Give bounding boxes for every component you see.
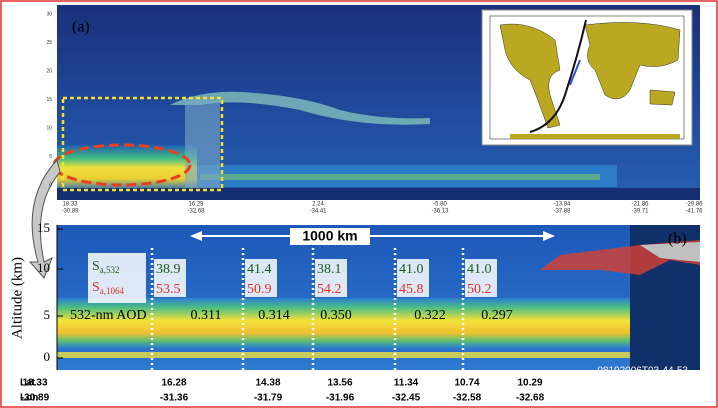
- y-tick-label: 5: [49, 154, 52, 160]
- lon-label: -36.13: [431, 209, 449, 215]
- value-bg: [245, 259, 277, 297]
- land: [584, 22, 681, 100]
- aerosol-layer: [57, 298, 637, 348]
- value-bg: [315, 259, 347, 297]
- sa1064-value: 45.8: [399, 282, 424, 297]
- y-tick-label: 10: [37, 260, 50, 275]
- legend-box: [88, 253, 146, 303]
- lon-value: -31.96: [326, 393, 355, 404]
- sa532-value: 41.4: [247, 262, 272, 277]
- aod-value: 0.322: [414, 308, 446, 323]
- y-tick-label: 15: [46, 97, 52, 103]
- lon-value: -30.89: [21, 393, 50, 404]
- sa532-value: 41.0: [399, 262, 424, 277]
- sa532-value: 38.1: [317, 262, 342, 277]
- sa1064-value: 53.5: [156, 282, 181, 297]
- lat-label: 16.29: [188, 202, 204, 208]
- subscript: a,532: [100, 265, 120, 275]
- y-tick-label: 0: [44, 349, 51, 364]
- sa1064-value: 50.9: [247, 282, 272, 297]
- value-bg: [397, 259, 429, 297]
- profile-markers: [150, 248, 465, 370]
- surface: [57, 352, 637, 358]
- value-bg: [465, 259, 497, 297]
- orbit-segment: [569, 59, 581, 86]
- cloud: [185, 100, 220, 190]
- lat-label: 2.24: [312, 202, 324, 208]
- highlight-box: [61, 96, 224, 192]
- cloud: [170, 91, 430, 125]
- lon-value: -32.58: [453, 393, 482, 404]
- lat-value: 14.38: [255, 378, 280, 389]
- distance-label-bg: [290, 228, 370, 245]
- panel-label: (a): [72, 19, 90, 36]
- lat-value: 13.56: [327, 378, 352, 389]
- distance-label: 1000 km: [302, 228, 357, 244]
- land: [499, 23, 561, 129]
- lon-label: -41.76: [685, 209, 703, 215]
- lat-label: -21.86: [631, 202, 649, 208]
- lat-value: 10.29: [517, 378, 542, 389]
- panel-b-image: [57, 225, 700, 370]
- lon-label: -32.68: [187, 209, 205, 215]
- land: [510, 134, 680, 139]
- symbol: S: [92, 259, 100, 274]
- ground: [57, 188, 700, 200]
- sa-symbol: Sa,1064: [92, 280, 125, 296]
- y-axis-label: Altitude (km): [9, 257, 25, 339]
- timestamp: 08192006T03-44-53: [597, 366, 688, 377]
- lat-label: 18.33: [62, 202, 78, 208]
- cloud: [640, 242, 700, 262]
- lat-value: 16.28: [161, 378, 186, 389]
- lon-value: -31.79: [254, 393, 283, 404]
- layer: [200, 174, 600, 180]
- lat-value: 18.33: [22, 378, 47, 389]
- panel-label: (b): [668, 231, 687, 248]
- sa1064-value: 54.2: [317, 282, 342, 297]
- aod-value: 0.297: [481, 308, 513, 323]
- y-tick-label: 0: [49, 182, 52, 188]
- lat-value: 10.74: [454, 378, 479, 389]
- y-tick-label: 20: [46, 68, 52, 74]
- y-tick-label: 15: [37, 220, 50, 235]
- sa532-value: 41.0: [467, 262, 492, 277]
- lon-label: -39.71: [631, 209, 649, 215]
- aod-value: 0.311: [191, 308, 222, 323]
- aod-value: 0.314: [258, 308, 290, 323]
- y-tick-label: 30: [46, 11, 52, 17]
- y-tick-label: 10: [46, 125, 52, 131]
- lon-label: Lon: [20, 393, 38, 404]
- lon-label: -37.88: [553, 209, 571, 215]
- y-tick-label: 5: [44, 307, 51, 322]
- lat-label: -13.84: [553, 202, 571, 208]
- aod-value: 0.350: [320, 308, 352, 323]
- lon-value: -31.36: [160, 393, 189, 404]
- lat-value: 11.34: [394, 378, 419, 389]
- lon-value: -32.45: [392, 393, 421, 404]
- lat-label: Lat: [20, 378, 36, 389]
- arrow: [28, 158, 61, 279]
- sa532-value: 38.9: [156, 262, 181, 277]
- highlight-ellipse: [52, 143, 192, 187]
- land: [649, 89, 676, 106]
- lon-label: -34.41: [309, 209, 327, 215]
- value-bg: [154, 259, 186, 297]
- lat-label: -5.80: [433, 202, 447, 208]
- lon-label: -30.89: [61, 209, 79, 215]
- orbit-track: [529, 19, 587, 133]
- sa-symbol: Sa,532: [92, 259, 120, 275]
- subscript: a,1064: [100, 286, 125, 296]
- y-tick-label: 25: [46, 40, 52, 46]
- lon-value: -32.68: [516, 393, 545, 404]
- lat-label: -29.86: [685, 202, 703, 208]
- symbol: S: [92, 280, 100, 295]
- sa1064-value: 50.2: [467, 282, 492, 297]
- aod-label: 532-nm AOD: [70, 308, 147, 323]
